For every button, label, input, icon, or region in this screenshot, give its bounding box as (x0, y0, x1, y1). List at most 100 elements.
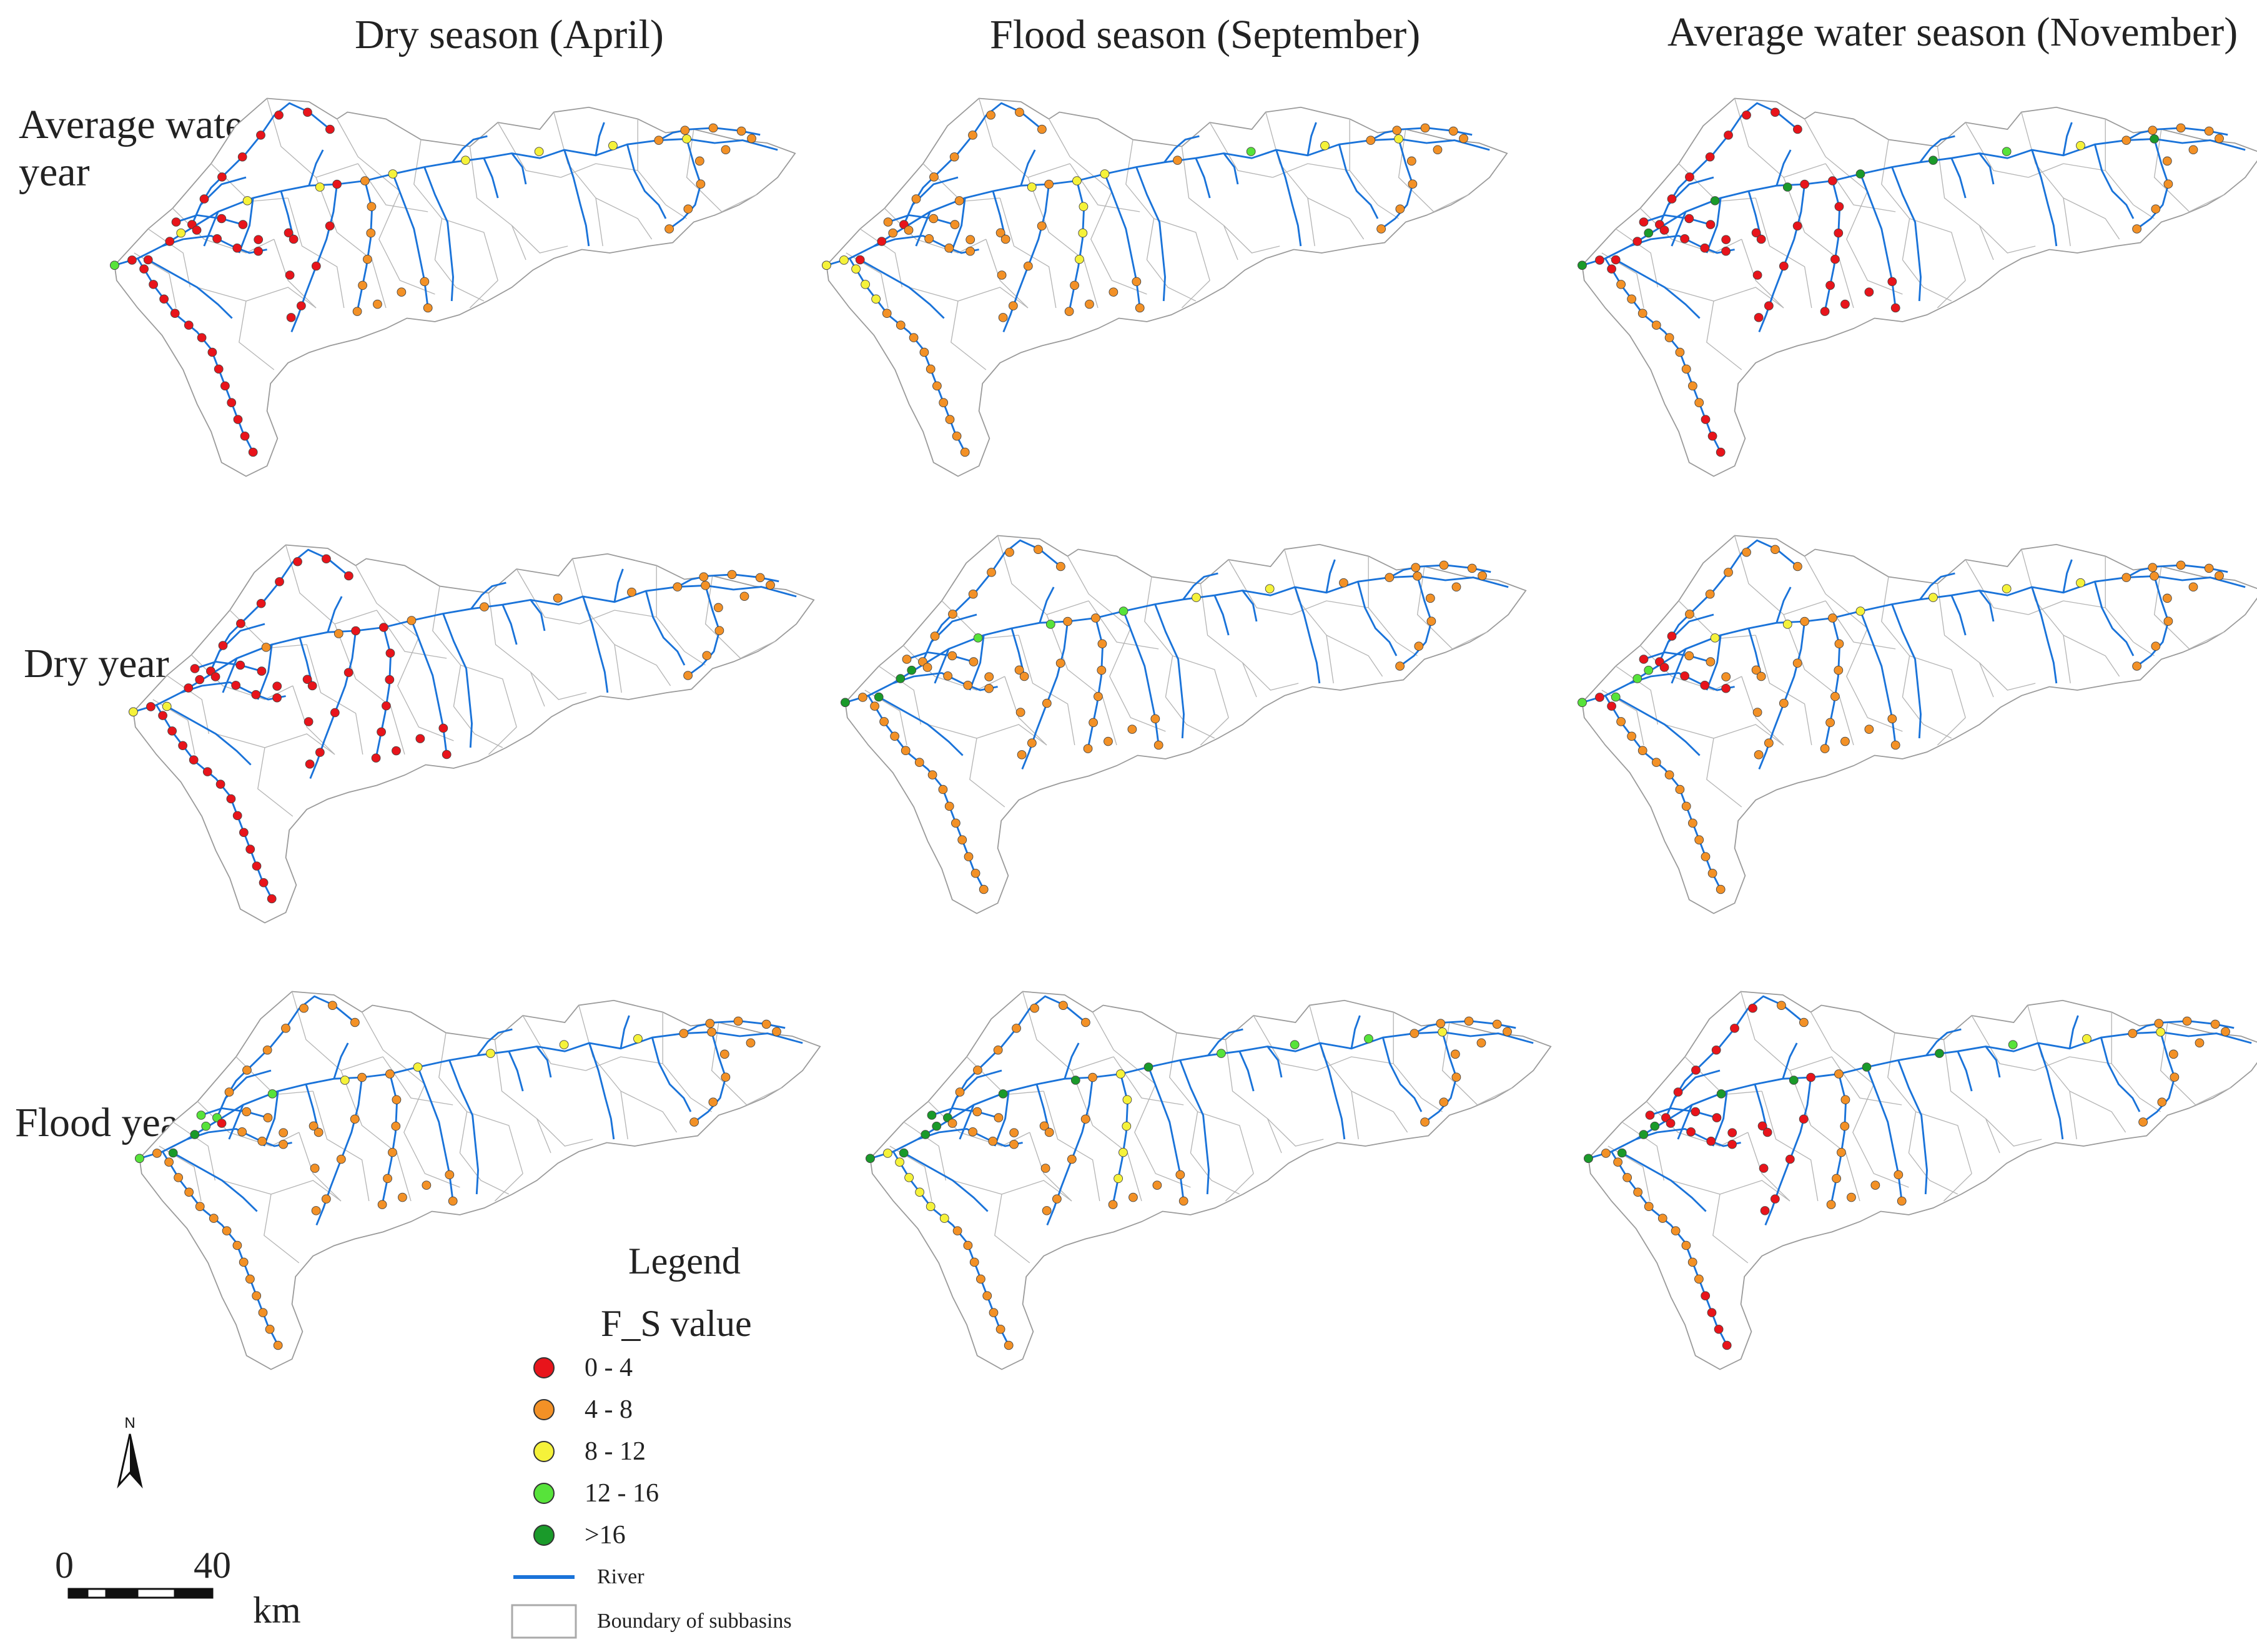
station-point (360, 176, 370, 185)
station-point (1395, 661, 1405, 671)
station-point (377, 727, 386, 737)
river-line (950, 197, 966, 254)
river-line (114, 137, 778, 267)
subbasin-boundary (488, 726, 517, 755)
station-point (727, 570, 737, 580)
station-point (1716, 447, 1726, 457)
north-arrow-label: N (124, 1415, 135, 1432)
legend-dot-icon (510, 1516, 578, 1554)
station-point (1633, 1187, 1643, 1197)
station-point (1730, 1024, 1739, 1033)
station-point (1097, 639, 1107, 649)
subbasin-boundary (467, 1111, 523, 1174)
station-point (1785, 1154, 1795, 1164)
legend-item-class-1: 0 - 4 (510, 1349, 633, 1387)
scale-segment (86, 1588, 107, 1599)
station-point (1887, 277, 1897, 287)
station-point (1448, 126, 1458, 136)
river-line (1629, 672, 1735, 691)
station-point (1828, 176, 1837, 185)
subbasin-boundary (1200, 583, 1257, 698)
station-point (236, 619, 245, 628)
station-point (1724, 131, 1733, 140)
subbasin-boundary (1881, 139, 1910, 260)
river-line (1919, 135, 1955, 163)
station-point (377, 1200, 387, 1209)
river-line (1039, 586, 1055, 623)
station-point (325, 221, 335, 231)
station-point (1929, 156, 1938, 165)
subbasin-boundary (1740, 991, 1832, 1071)
station-point (701, 581, 710, 590)
station-point (1754, 750, 1764, 759)
station-point (1752, 270, 1762, 280)
station-point (973, 633, 983, 643)
station-point (683, 204, 693, 214)
station-point (1825, 718, 1835, 728)
station-point (184, 1187, 194, 1197)
subbasin-boundary (1937, 280, 1966, 309)
station-point (285, 270, 295, 280)
station-point (1037, 221, 1047, 231)
station-point (1089, 718, 1098, 728)
station-point (1681, 1240, 1691, 1250)
station-point (1290, 1040, 1300, 1049)
subbasin-boundary (595, 197, 653, 240)
river-line (180, 681, 286, 701)
station-point (196, 1110, 206, 1120)
subbasin-boundary (997, 535, 1089, 615)
subbasin-boundary (2133, 204, 2155, 219)
station-point (1716, 884, 1726, 894)
station-point (1830, 691, 1840, 701)
subbasin-boundary (1664, 724, 1784, 746)
station-point (927, 1110, 937, 1120)
station-point (332, 179, 342, 189)
subbasin-boundary (1049, 119, 1112, 192)
station-point (694, 156, 704, 166)
station-point (1935, 1049, 1944, 1058)
legend-label: 0 - 4 (585, 1353, 633, 1382)
station-point (1265, 584, 1275, 593)
row-title-line: Average water (19, 102, 257, 147)
subbasin-boundary (690, 1097, 712, 1112)
subbasin-boundary (453, 706, 503, 748)
station-point (1394, 134, 1403, 144)
station-point (1721, 672, 1731, 681)
station-point (1675, 347, 1685, 357)
river-line (588, 1042, 615, 1140)
station-point (267, 894, 277, 904)
station-point (1607, 264, 1616, 274)
station-point (1834, 228, 1844, 238)
station-point (1799, 1017, 1809, 1027)
station-point (305, 759, 315, 769)
station-point (995, 1324, 1005, 1334)
river-line (1064, 1042, 1080, 1079)
subbasin-boundary (1734, 535, 1826, 615)
station-point (2221, 1027, 2230, 1037)
station-point (679, 1029, 689, 1038)
subbasin-boundary (1433, 194, 1469, 212)
river-line (878, 696, 964, 756)
station-point (702, 651, 712, 660)
station-point (952, 1226, 962, 1235)
river-line (1381, 1037, 1423, 1112)
subbasin-boundary (285, 545, 377, 625)
subbasin-boundary (469, 280, 498, 309)
river-line (442, 613, 473, 748)
river-line (470, 581, 506, 610)
legend-dot-icon (510, 1391, 578, 1428)
station-point (882, 309, 892, 318)
station-point (237, 1127, 247, 1137)
station-point (2076, 578, 2085, 588)
station-point (1659, 225, 1669, 235)
river-line (2062, 122, 2073, 156)
station-point (1027, 182, 1037, 192)
subbasin-boundary (1398, 129, 1435, 212)
station-point (1070, 1076, 1080, 1085)
station-point (1721, 683, 1731, 693)
station-point (309, 1121, 319, 1131)
river-line (1629, 235, 1735, 254)
station-point (883, 217, 893, 227)
subbasin-boundary (488, 593, 545, 707)
station-point (1128, 1192, 1138, 1202)
